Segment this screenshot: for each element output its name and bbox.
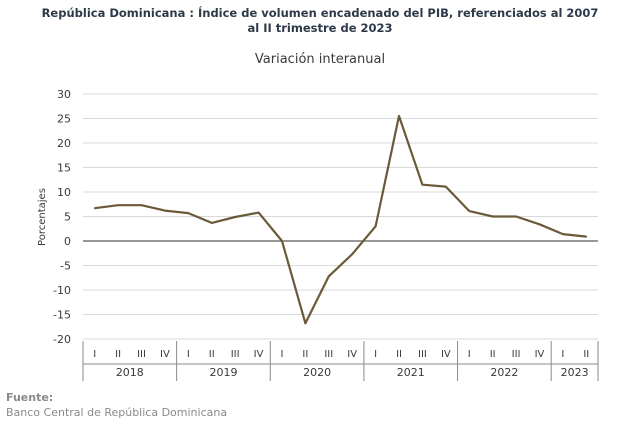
y-axis-label: Porcentajes (37, 188, 48, 246)
data-point (374, 225, 377, 228)
data-point (210, 222, 213, 224)
source-text: Banco Central de República Dominicana (6, 406, 228, 419)
x-tick-label-quarter: II (396, 349, 402, 360)
x-tick-label-quarter: III (512, 349, 521, 360)
chart-title-line-2: al II trimestre de 2023 (247, 21, 393, 35)
y-tick-label: 0 (64, 235, 71, 248)
x-tick-label-quarter: I (187, 349, 190, 360)
x-tick-label-year: 2023 (561, 366, 589, 379)
x-tick-label-quarter: II (209, 349, 215, 360)
data-point (304, 322, 307, 325)
x-tick-label-quarter: IV (535, 349, 545, 360)
gridlines (83, 93, 598, 340)
data-point (468, 210, 471, 212)
y-tick-label: -10 (53, 284, 71, 297)
x-tick-label-quarter: III (231, 349, 240, 360)
y-tick-label: 25 (57, 113, 71, 126)
data-point (585, 235, 588, 238)
x-tick-label-quarter: I (561, 349, 564, 360)
data-point (515, 215, 517, 218)
series-line-path (94, 114, 587, 325)
x-tick-label-quarter: I (374, 349, 377, 360)
x-tick-label-quarter: II (302, 349, 308, 360)
data-point (538, 223, 541, 226)
y-tick-label: 10 (57, 186, 71, 199)
data-point (445, 185, 447, 188)
y-tick-label: -5 (60, 260, 71, 273)
x-tick-label-year: 2021 (397, 366, 425, 379)
y-tick-label: -15 (53, 309, 71, 322)
x-tick-label-quarter: II (583, 349, 589, 360)
series-line (93, 114, 588, 325)
x-tick-label-year: 2019 (209, 366, 237, 379)
source-label: Fuente: (6, 391, 54, 404)
x-tick-label-year: 2020 (303, 366, 331, 379)
data-point (164, 209, 166, 212)
data-point (140, 204, 143, 207)
y-tick-label: 20 (57, 137, 71, 150)
x-tick-label-quarter: IV (347, 349, 357, 360)
y-tick-label: 5 (64, 211, 71, 224)
x-tick-label-quarter: IV (160, 349, 170, 360)
x-tick-label-quarter: IV (254, 349, 264, 360)
y-tick-label: 30 (57, 88, 71, 101)
data-point (327, 275, 330, 278)
x-tick-label-year: 2022 (490, 366, 518, 379)
x-tick-label-quarter: I (281, 349, 284, 360)
x-tick-label-quarter: III (324, 349, 333, 360)
chart-title-line-1: República Dominicana : Índice de volumen… (41, 6, 599, 20)
x-tick-label-quarter: II (115, 349, 121, 360)
x-tick-label-quarter: IV (441, 349, 451, 360)
x-tick-label-quarter: I (93, 349, 96, 360)
data-point (234, 216, 236, 218)
data-point (491, 215, 494, 218)
x-tick-label-quarter: III (137, 349, 146, 360)
data-point (562, 233, 564, 235)
data-point (421, 183, 424, 186)
x-tick-label-year: 2018 (116, 366, 144, 379)
data-point (257, 211, 260, 214)
data-point (187, 212, 190, 214)
data-point (93, 207, 96, 209)
x-tick-label-quarter: III (418, 349, 427, 360)
y-axis-ticks: 30 25 20 15 10 5 0 -5 -10 -15 -20 (53, 88, 71, 346)
data-point (281, 240, 283, 242)
y-tick-label: -20 (53, 333, 71, 346)
data-point (398, 115, 400, 117)
chart-subtitle: Variación interanual (254, 52, 386, 67)
data-point (117, 204, 119, 207)
data-point (351, 253, 354, 256)
y-tick-label: 15 (57, 162, 71, 175)
x-tick-label-quarter: I (468, 349, 471, 360)
chart-title: República Dominicana : Índice de volumen… (0, 6, 640, 36)
x-tick-label-quarter: II (490, 349, 496, 360)
